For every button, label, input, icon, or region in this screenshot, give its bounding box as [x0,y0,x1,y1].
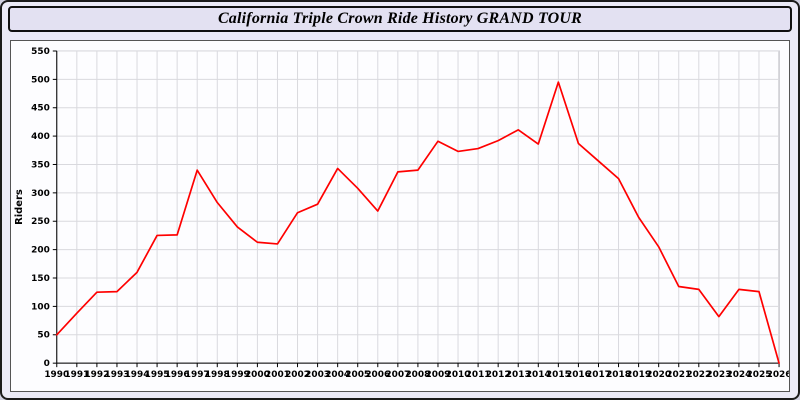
x-tick-label: 2014 [526,370,551,380]
x-tick-label: 1997 [185,370,210,380]
x-tick-label: 2000 [245,370,270,380]
x-tick-label: 1998 [205,370,230,380]
y-tick-label: 150 [31,274,50,284]
y-tick-label: 500 [31,75,50,85]
chart-area: 1990 1991 1992 1993 1994 1995 1996 1997 1998 1999… [10,40,790,392]
x-tick-label: 2015 [546,370,571,380]
y-tick-label: 300 [31,189,50,199]
chart-title: California Triple Crown Ride History GRA… [217,10,583,27]
x-tick-label: 2008 [405,370,430,380]
x-tick-label: 2022 [686,370,711,380]
y-tick-label: 0 [44,359,50,369]
x-tick-label: 1996 [165,370,190,380]
x-tick-label: 2018 [606,370,631,380]
x-tick-label: 2026 [767,370,789,380]
x-tick-label: 2023 [706,370,731,380]
y-tick-label: 50 [37,331,49,341]
y-tick-label: 350 [31,160,50,170]
riders-data-line [55,81,780,365]
x-tick-label: 2007 [385,370,410,380]
y-tick-label: 550 [31,47,50,57]
y-tick-label: 400 [31,132,50,142]
x-tick-label: 2004 [325,370,350,380]
y-axis-label: Riders [14,189,25,225]
x-tick-label: 2017 [586,370,611,380]
x-tick-label: 2003 [305,370,330,380]
x-tick-label: 2012 [486,370,511,380]
x-tick-label: 1995 [145,370,170,380]
y-tick-label: 450 [31,104,50,114]
y-tick-label: 200 [31,246,50,256]
x-tick-label: 2025 [747,370,772,380]
x-tick-label: 2016 [566,370,591,380]
x-tick-label: 1990 [44,370,69,380]
x-tick-label: 1992 [84,370,109,380]
x-tick-label: 2005 [345,370,370,380]
x-tick-label: 2002 [285,370,310,380]
x-tick-label: 2019 [626,370,651,380]
x-tick-label: 2020 [646,370,671,380]
y-tick-label: 250 [31,217,50,227]
x-tick-label: 2009 [426,370,451,380]
x-tick-label: 2001 [265,370,290,380]
line-chart: 1990199119921993199419951996199719981999… [14,47,789,380]
y-tick-label: 100 [31,302,50,312]
x-tick-label: 2024 [726,370,751,380]
title-bar: California Triple Crown Ride History GRA… [8,6,792,32]
x-tick-label: 2006 [365,370,390,380]
x-tick-label: 2013 [506,370,531,380]
x-tick-label: 1999 [225,370,250,380]
x-tick-label: 1994 [125,370,150,380]
x-tick-label: 2011 [466,370,491,380]
x-tick-label: 1991 [64,370,89,380]
x-tick-label: 2021 [666,370,691,380]
x-tick-label: 1993 [105,370,130,380]
x-tick-label: 2010 [446,370,471,380]
